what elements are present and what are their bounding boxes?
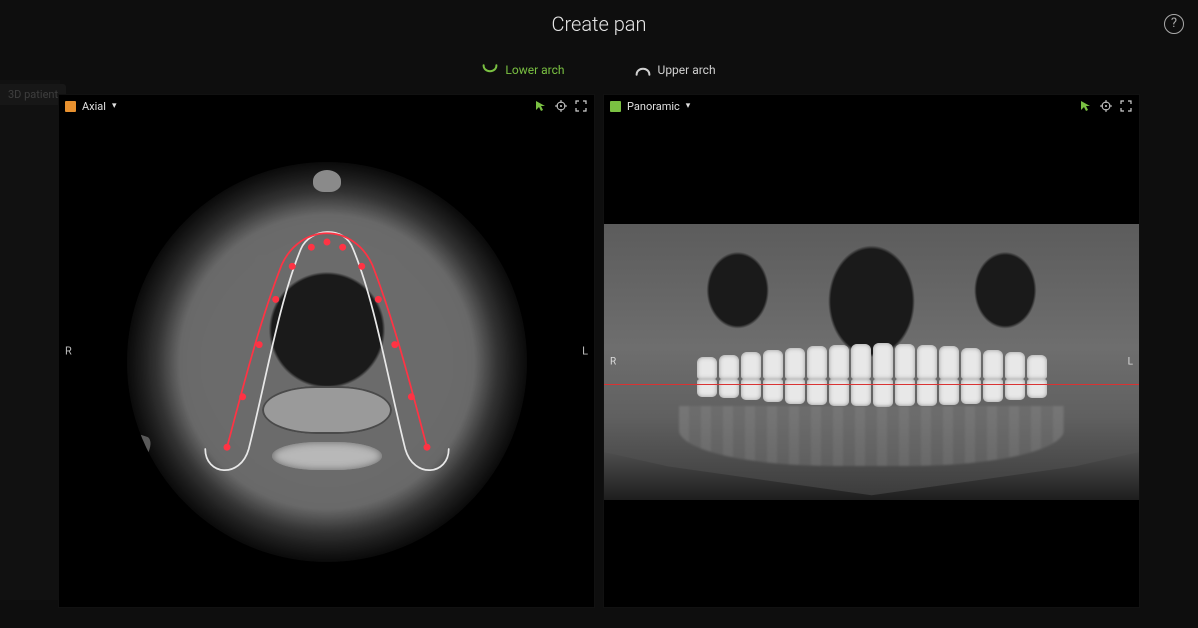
axial-panel-header: Axial ▾: [59, 95, 594, 117]
panoramic-image: R L: [604, 224, 1139, 500]
axial-swatch: [65, 101, 76, 112]
pointer-tool-icon[interactable]: [1079, 99, 1093, 113]
upper-teeth-row: [668, 345, 1075, 379]
axial-viewport[interactable]: [59, 117, 594, 607]
arch-control-point[interactable]: [288, 263, 295, 270]
panoramic-view-label: Panoramic: [627, 100, 680, 113]
arch-curve-overlay[interactable]: [127, 162, 527, 536]
upper-arch-label: Upper arch: [658, 63, 716, 77]
arch-control-point[interactable]: [307, 244, 314, 251]
target-tool-icon[interactable]: [554, 99, 568, 113]
arch-selector: Lower arch Upper arch: [0, 52, 1198, 88]
arch-control-point[interactable]: [323, 239, 330, 246]
lower-arch-button[interactable]: Lower arch: [482, 63, 564, 77]
arch-control-point[interactable]: [239, 393, 246, 400]
upper-arch-icon: [635, 63, 651, 77]
axial-reference-line[interactable]: [604, 384, 1139, 385]
fullscreen-icon[interactable]: [1119, 99, 1133, 113]
viewer-panels: Axial ▾ R L: [58, 94, 1140, 608]
axial-ct-image: [127, 162, 527, 562]
upper-arch-button[interactable]: Upper arch: [635, 63, 716, 77]
chevron-down-icon[interactable]: ▾: [112, 101, 117, 111]
axial-panel: Axial ▾ R L: [58, 94, 595, 608]
arch-control-point[interactable]: [407, 393, 414, 400]
panoramic-panel-header: Panoramic ▾: [604, 95, 1139, 117]
arch-control-point[interactable]: [255, 341, 262, 348]
arch-control-point[interactable]: [391, 341, 398, 348]
chevron-down-icon[interactable]: ▾: [686, 101, 691, 111]
panoramic-viewport[interactable]: R L: [604, 117, 1139, 607]
arch-control-point[interactable]: [374, 296, 381, 303]
fullscreen-icon[interactable]: [574, 99, 588, 113]
arch-control-point[interactable]: [223, 444, 230, 451]
pano-marker-left: L: [1128, 357, 1133, 368]
pointer-tool-icon[interactable]: [534, 99, 548, 113]
tooth-roots: [679, 406, 1064, 466]
lower-arch-icon: [482, 63, 498, 77]
axial-view-label: Axial: [82, 100, 106, 113]
modal-header: Create pan: [0, 0, 1198, 48]
lower-arch-label: Lower arch: [505, 63, 564, 77]
arch-control-point[interactable]: [272, 296, 279, 303]
target-tool-icon[interactable]: [1099, 99, 1113, 113]
help-button[interactable]: ?: [1164, 14, 1184, 34]
panoramic-swatch: [610, 101, 621, 112]
modal-title: Create pan: [551, 12, 646, 36]
arch-control-point[interactable]: [339, 244, 346, 251]
arch-control-point[interactable]: [423, 444, 430, 451]
panoramic-panel: Panoramic ▾ R L: [603, 94, 1140, 608]
arch-control-point[interactable]: [358, 263, 365, 270]
pano-marker-right: R: [610, 357, 616, 368]
